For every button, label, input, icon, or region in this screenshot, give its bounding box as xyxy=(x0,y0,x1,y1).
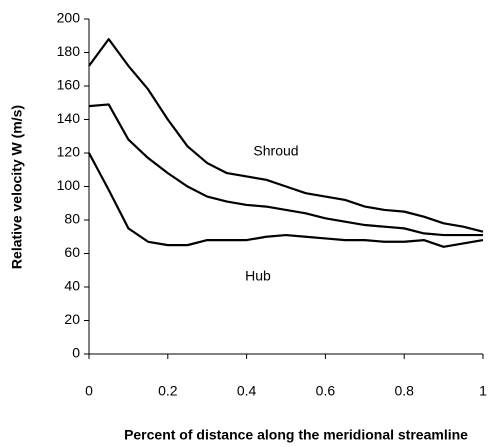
x-axis-title: Percent of distance along the meridional… xyxy=(124,427,468,443)
x-tick-label: 0 xyxy=(85,383,93,399)
y-tick-label: 200 xyxy=(57,10,81,26)
x-tick-label: 1 xyxy=(479,383,487,399)
line xyxy=(88,38,484,233)
line xyxy=(88,103,483,237)
y-tick-label: 180 xyxy=(57,43,81,59)
annotation: Hub xyxy=(245,268,271,284)
x-tick-label: 0.6 xyxy=(316,383,336,399)
annotation: Shroud xyxy=(253,143,298,159)
y-axis-title: Relative velocity W (m/s) xyxy=(9,105,25,269)
y-tick-label: 0 xyxy=(72,345,80,361)
x-tick-label: 0.8 xyxy=(394,383,414,399)
y-tick-label: 20 xyxy=(64,311,80,327)
y-tick-label: 160 xyxy=(57,77,81,93)
x-tick-label: 0.4 xyxy=(237,383,257,399)
line xyxy=(88,152,484,248)
x-tick-label: 0.2 xyxy=(158,383,178,399)
y-tick-label: 40 xyxy=(64,278,80,294)
y-tick-label: 100 xyxy=(57,177,81,193)
y-tick-label: 140 xyxy=(57,110,81,126)
y-tick-label: 60 xyxy=(64,244,80,260)
y-tick-label: 120 xyxy=(57,144,81,160)
y-tick-label: 80 xyxy=(64,211,80,227)
